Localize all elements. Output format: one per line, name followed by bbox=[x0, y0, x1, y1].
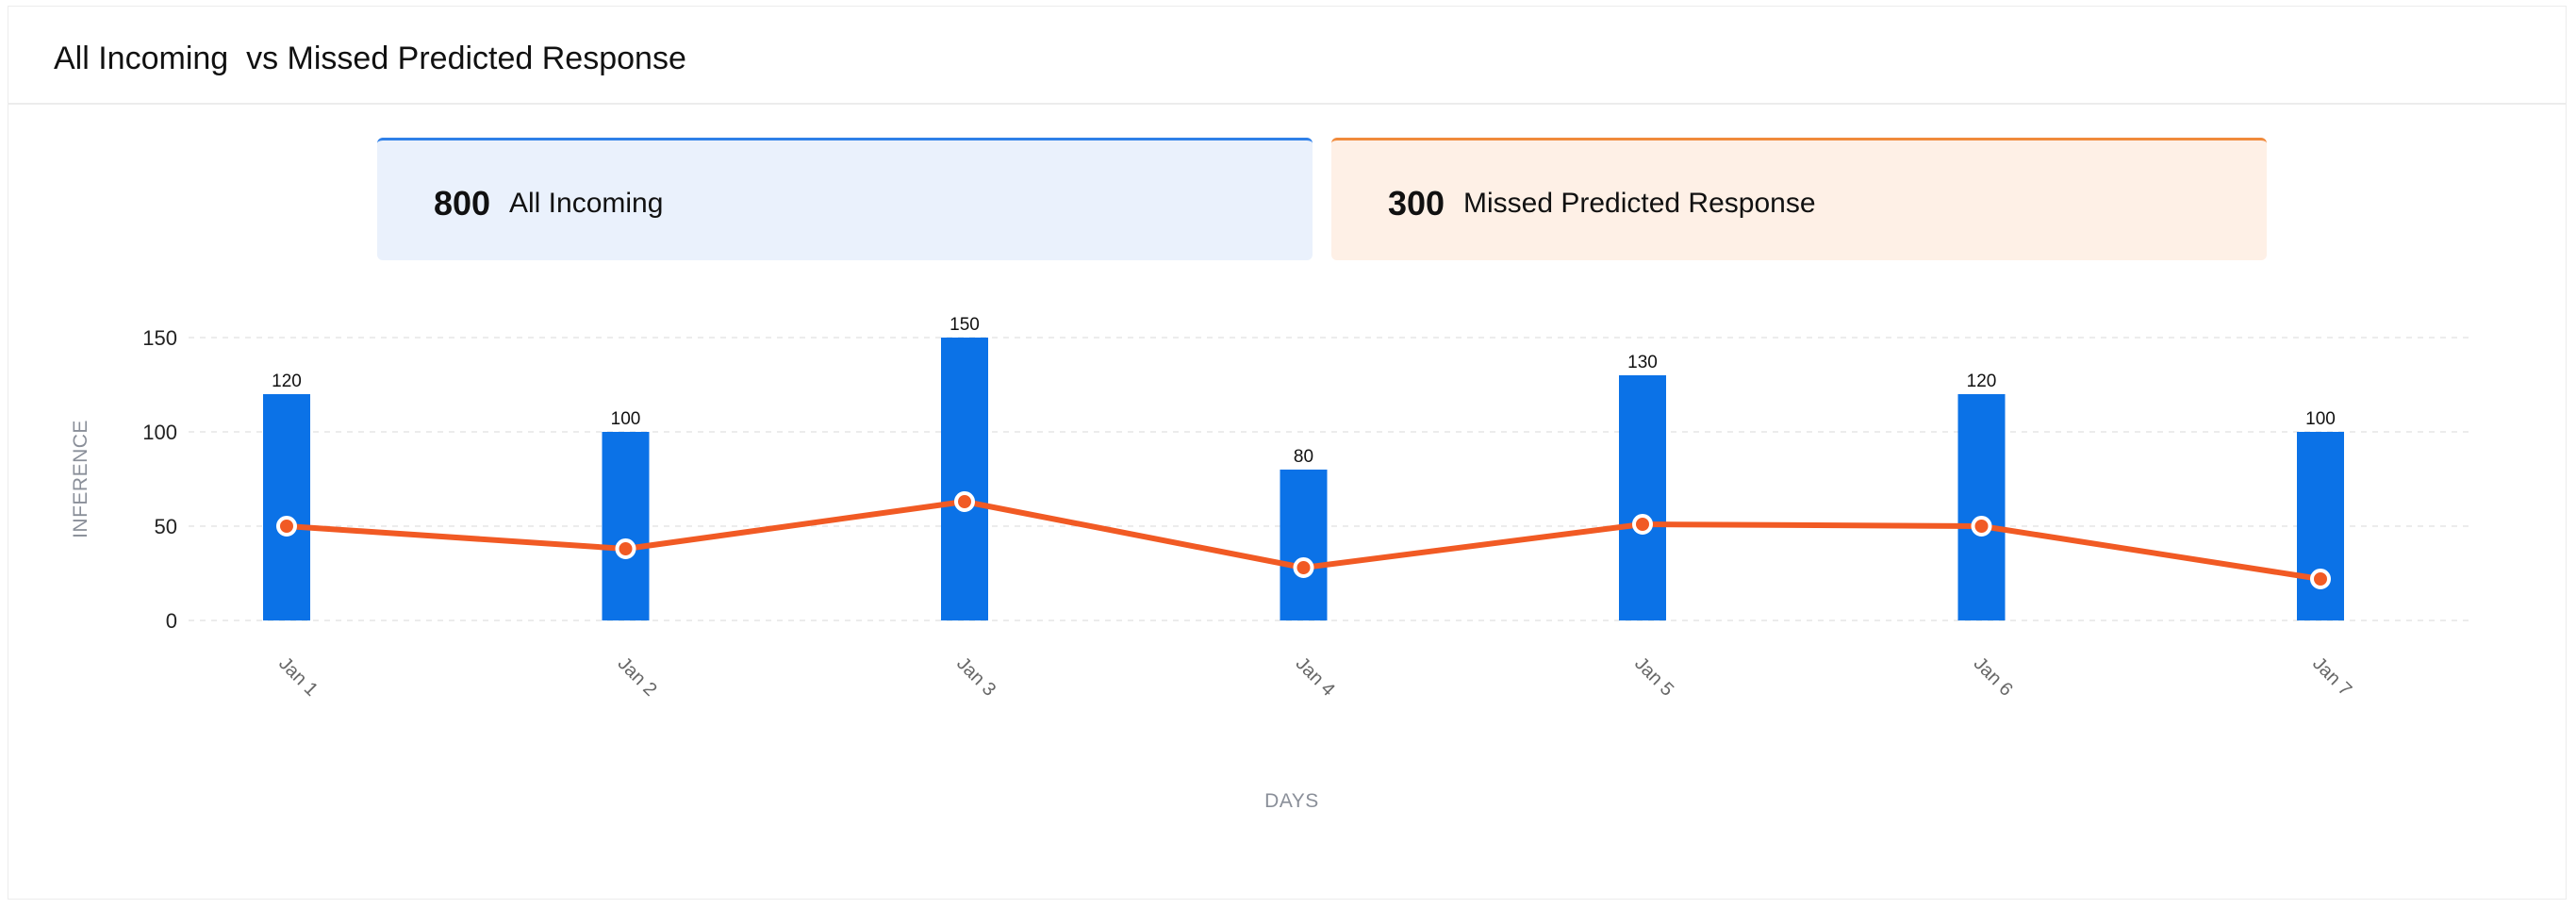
x-tick-label: Jan 1 bbox=[274, 653, 322, 701]
line-point bbox=[2310, 569, 2331, 589]
line-point bbox=[1971, 516, 1992, 537]
x-axis-title: DAYS bbox=[1264, 790, 1319, 812]
bar-data-label: 100 bbox=[611, 409, 641, 429]
all-incoming-card[interactable]: 800 All Incoming bbox=[377, 138, 1313, 260]
x-tick-label: Jan 2 bbox=[614, 653, 661, 701]
line-point bbox=[276, 516, 297, 537]
line-point bbox=[1293, 557, 1314, 578]
bar bbox=[1619, 375, 1666, 620]
x-tick-label: Jan 6 bbox=[1970, 653, 2017, 701]
y-tick-label: 150 bbox=[142, 326, 177, 350]
bar-data-label: 120 bbox=[1967, 372, 1997, 391]
all-incoming-value: 800 bbox=[434, 184, 491, 223]
x-tick-label: Jan 4 bbox=[1292, 653, 1339, 701]
missed-predicted-response-label: Missed Predicted Response bbox=[1463, 188, 1816, 219]
y-tick-label: 100 bbox=[142, 421, 177, 444]
bar bbox=[602, 432, 650, 620]
all-incoming-label: All Incoming bbox=[509, 188, 664, 219]
bar-data-label: 130 bbox=[1627, 353, 1658, 372]
page-title: All Incoming vs Missed Predicted Respons… bbox=[54, 41, 686, 76]
bar bbox=[1957, 394, 2006, 620]
y-tick-label: 0 bbox=[166, 609, 177, 633]
bar bbox=[2297, 432, 2344, 620]
bar bbox=[1280, 470, 1328, 620]
bar bbox=[941, 338, 988, 620]
panel-header: All Incoming vs Missed Predicted Respons… bbox=[8, 7, 2566, 105]
bar-data-label: 150 bbox=[949, 315, 980, 335]
missed-predicted-response-value: 300 bbox=[1388, 184, 1445, 223]
bar-data-label: 80 bbox=[1294, 447, 1313, 467]
line-point bbox=[954, 491, 975, 512]
bar-data-label: 120 bbox=[272, 372, 302, 391]
x-tick-label: Jan 5 bbox=[1630, 653, 1677, 701]
x-tick-label: Jan 3 bbox=[952, 653, 999, 701]
x-tick-label: Jan 7 bbox=[2308, 653, 2355, 701]
line-point bbox=[1632, 514, 1653, 535]
bar-data-label: 100 bbox=[2305, 409, 2336, 429]
missed-predicted-response-card[interactable]: 300 Missed Predicted Response bbox=[1331, 138, 2267, 260]
line-point bbox=[615, 538, 636, 559]
y-tick-label: 50 bbox=[155, 515, 177, 538]
y-axis-title: INFERENCE bbox=[70, 420, 91, 538]
bar bbox=[263, 394, 310, 620]
